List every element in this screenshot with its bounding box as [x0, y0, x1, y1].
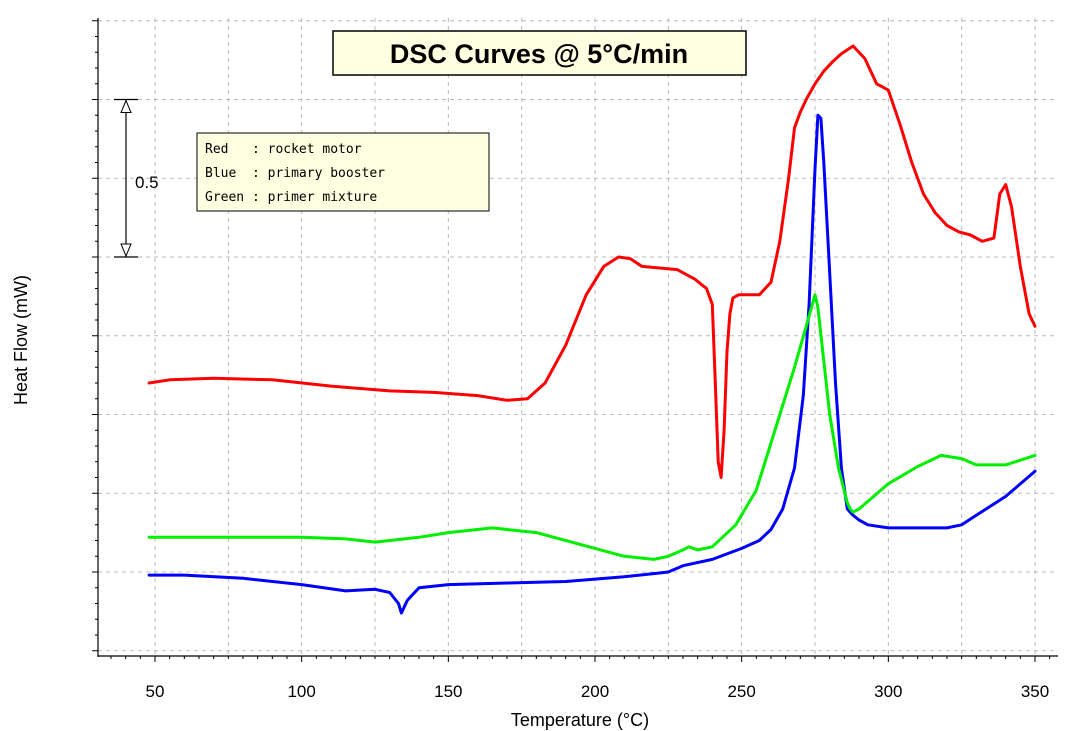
legend-box: Red : rocket motor Blue : primary booste…	[196, 132, 490, 212]
scale-bar-arrow-up-icon	[120, 99, 132, 113]
chart-title-box: DSC Curves @ 5°C/min	[332, 30, 747, 76]
x-tick-label: 50	[146, 682, 165, 701]
chart-title-background	[332, 30, 747, 76]
x-tick-label: 350	[1021, 682, 1049, 701]
scale-bar: 0.5	[114, 98, 159, 258]
x-tick-label: 150	[434, 682, 462, 701]
series-line-red	[147, 44, 1037, 479]
x-tick-label: 100	[287, 682, 315, 701]
x-tick-label: 300	[874, 682, 902, 701]
x-tick-label: 200	[581, 682, 609, 701]
legend-entry-red: Red : rocket motor	[205, 142, 362, 157]
series-line-green	[147, 293, 1037, 561]
scale-bar-label: 0.5	[135, 173, 159, 192]
series-line-blue	[147, 113, 1037, 615]
chart-title: DSC Curves @ 5°C/min	[390, 39, 688, 69]
legend-entry-blue: Blue : primary booster	[205, 166, 385, 181]
x-tick-label: 250	[727, 682, 755, 701]
y-axis-title: Heat Flow (mW)	[11, 275, 31, 405]
legend-background	[196, 132, 490, 212]
axes: 50 100 150 200 250 300 350	[92, 18, 1058, 701]
legend-entry-green: Green : primer mixture	[205, 190, 377, 205]
grid-lines	[98, 18, 1058, 656]
x-axis-title: Temperature (°C)	[511, 710, 649, 730]
series-lines	[147, 44, 1037, 615]
scale-bar-arrow-down-icon	[120, 243, 132, 258]
overlays: DSC Curves @ 5°C/min Red : rocket motor …	[114, 30, 747, 258]
